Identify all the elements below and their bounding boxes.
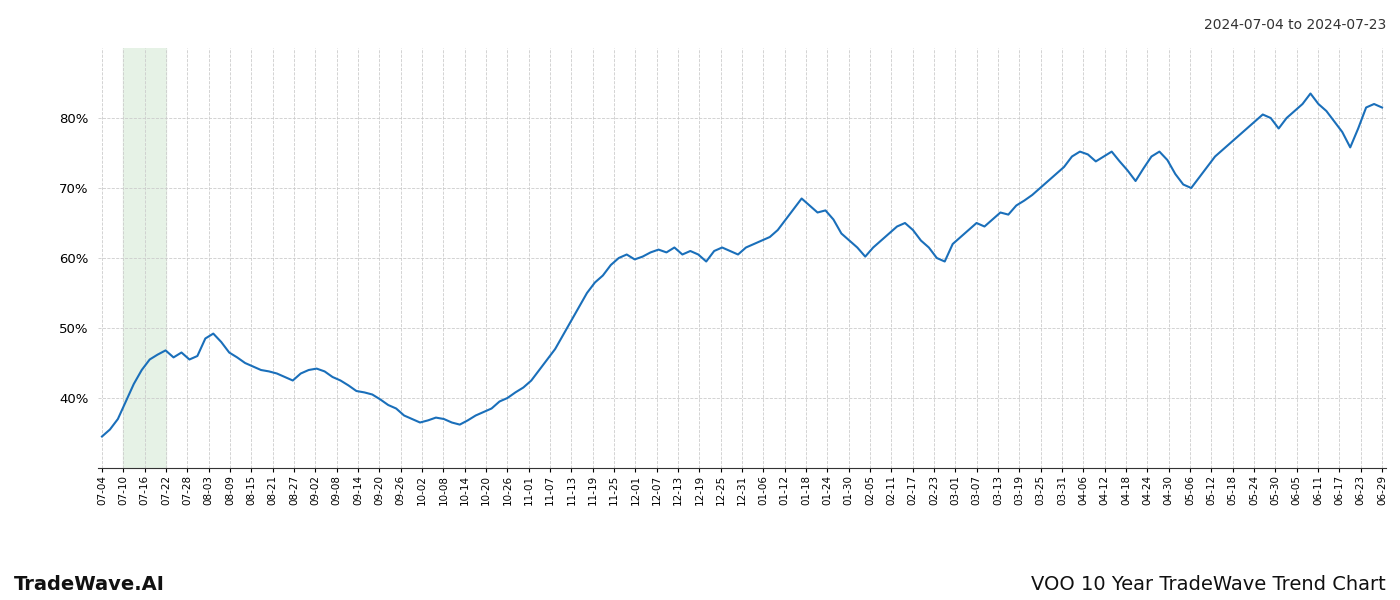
Text: 2024-07-04 to 2024-07-23: 2024-07-04 to 2024-07-23	[1204, 18, 1386, 32]
Bar	[123, 48, 167, 468]
Text: TradeWave.AI: TradeWave.AI	[14, 575, 165, 594]
Text: VOO 10 Year TradeWave Trend Chart: VOO 10 Year TradeWave Trend Chart	[1032, 575, 1386, 594]
